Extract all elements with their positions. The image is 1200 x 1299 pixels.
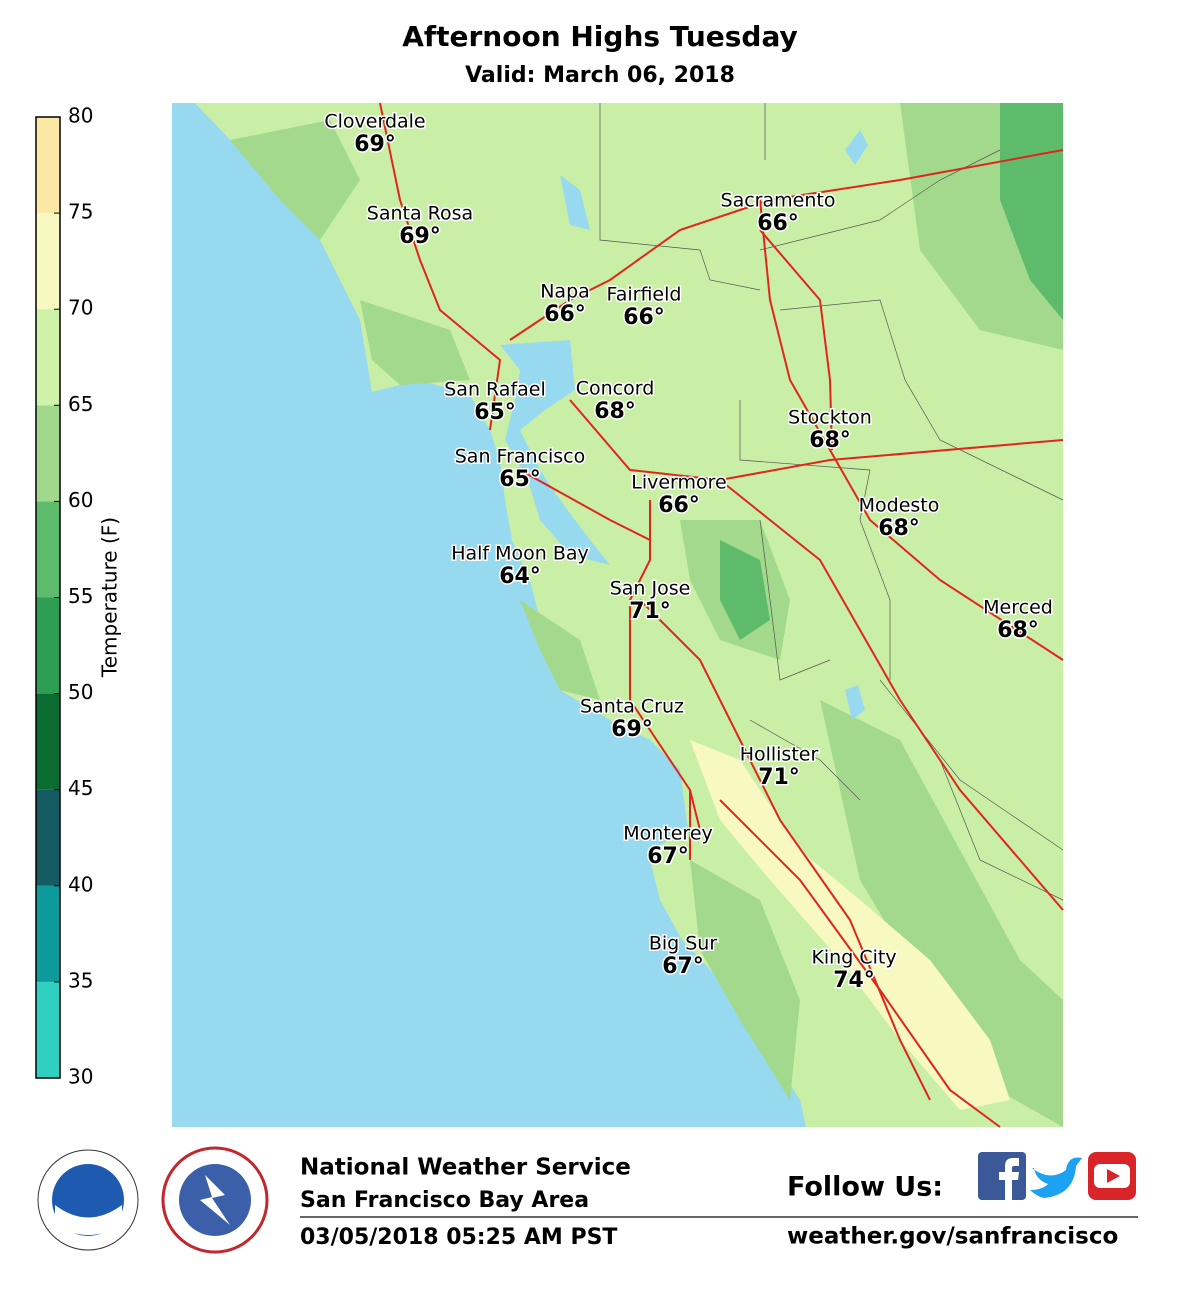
colorbar-bin xyxy=(36,789,60,886)
county-lines xyxy=(599,103,1064,901)
city-temp: 65° xyxy=(474,400,516,425)
url: weather.gov/sanfrancisco xyxy=(787,1224,1118,1250)
city-temp: 71° xyxy=(758,765,800,790)
bay xyxy=(500,130,868,720)
city-name: Hollister xyxy=(740,744,819,766)
nws-bolt xyxy=(200,1175,230,1225)
youtube-play xyxy=(1107,1169,1120,1183)
colorbar-bin xyxy=(36,117,60,214)
city-temp: 69° xyxy=(611,717,653,742)
city-temp: 66° xyxy=(757,211,799,236)
colorbar-tick-label: 50 xyxy=(68,680,93,704)
colorbar-tick-label: 70 xyxy=(68,296,93,320)
city-name: San Rafael xyxy=(444,379,546,401)
city-temp: 66° xyxy=(544,302,586,327)
colorbar-bin xyxy=(36,597,60,694)
city-name: Livermore xyxy=(631,472,727,494)
city-temp: 64° xyxy=(499,564,541,589)
city-temp: 68° xyxy=(809,428,851,453)
noaa-gull xyxy=(55,1205,122,1235)
colorbar-tick-label: 55 xyxy=(68,584,93,608)
colorbar-bin xyxy=(36,309,60,406)
city-temp: 68° xyxy=(878,516,920,541)
city-temp: 71° xyxy=(629,599,671,624)
city-name: Napa xyxy=(540,281,590,303)
colorbar-bin xyxy=(36,405,60,502)
city-temp: 67° xyxy=(662,954,704,979)
city-name: San Francisco xyxy=(455,446,586,468)
colorbar-bin xyxy=(36,213,60,310)
city-name: Fairfield xyxy=(607,284,682,306)
city-temp: 66° xyxy=(623,305,665,330)
city-name: Concord xyxy=(576,378,655,400)
nws-logo-disc xyxy=(179,1164,251,1236)
cool-patches xyxy=(230,103,1063,1127)
footer: National Weather Service San Francisco B… xyxy=(37,1146,1138,1254)
colorbar-bin xyxy=(36,981,60,1078)
colorbar-tick-label: 80 xyxy=(68,104,93,128)
map xyxy=(172,102,1064,1128)
city-temp: 69° xyxy=(354,132,396,157)
colorbar-tick-label: 75 xyxy=(68,200,93,224)
colorbar-tick-label: 45 xyxy=(68,776,93,800)
city-name: Santa Rosa xyxy=(367,203,473,225)
city-name: Stockton xyxy=(788,407,872,429)
city-name: Monterey xyxy=(623,823,713,845)
city-name: Santa Cruz xyxy=(580,696,684,718)
colorbar-tick-label: 35 xyxy=(68,968,93,992)
city-name: King City xyxy=(811,947,896,969)
city-name: Big Sur xyxy=(649,933,718,955)
colorbar-tick-label: 30 xyxy=(68,1065,93,1089)
follow: Follow Us: xyxy=(787,1172,943,1203)
title: Afternoon Highs Tuesday xyxy=(402,20,798,53)
colorbar-bin xyxy=(36,501,60,598)
city-temp: 69° xyxy=(399,224,441,249)
city-temp: 67° xyxy=(647,844,689,869)
colorbar-tick-label: 60 xyxy=(68,488,93,512)
colorbar-tick-label: 40 xyxy=(68,872,93,896)
colorbar-label: Temperature (F) xyxy=(98,517,122,678)
colorbar-bin xyxy=(36,885,60,982)
city-name: Sacramento xyxy=(721,190,836,212)
cold-patches xyxy=(720,103,1063,640)
colorbar-tick-label: 65 xyxy=(68,392,93,416)
highways xyxy=(379,102,1064,1128)
city-name: San Jose xyxy=(610,578,691,600)
city-temp: 68° xyxy=(997,618,1039,643)
office: San Francisco Bay Area xyxy=(300,1188,589,1213)
city-name: Merced xyxy=(983,597,1053,619)
city-temp: 66° xyxy=(658,493,700,518)
subtitle: Valid: March 06, 2018 xyxy=(465,63,735,88)
city-name: Modesto xyxy=(859,495,940,517)
warm-valley xyxy=(690,740,1010,1110)
city-name: Cloverdale xyxy=(324,111,425,133)
city-temp: 65° xyxy=(499,467,541,492)
city-name: Half Moon Bay xyxy=(451,543,589,565)
city-temp: 74° xyxy=(833,968,875,993)
twitter-icon[interactable] xyxy=(1030,1157,1082,1199)
city-temp: 68° xyxy=(594,399,636,424)
colorbar-bin xyxy=(36,693,60,790)
org: National Weather Service xyxy=(300,1155,631,1181)
issued: 03/05/2018 05:25 AM PST xyxy=(300,1225,617,1250)
facebook-glyph xyxy=(999,1158,1019,1200)
